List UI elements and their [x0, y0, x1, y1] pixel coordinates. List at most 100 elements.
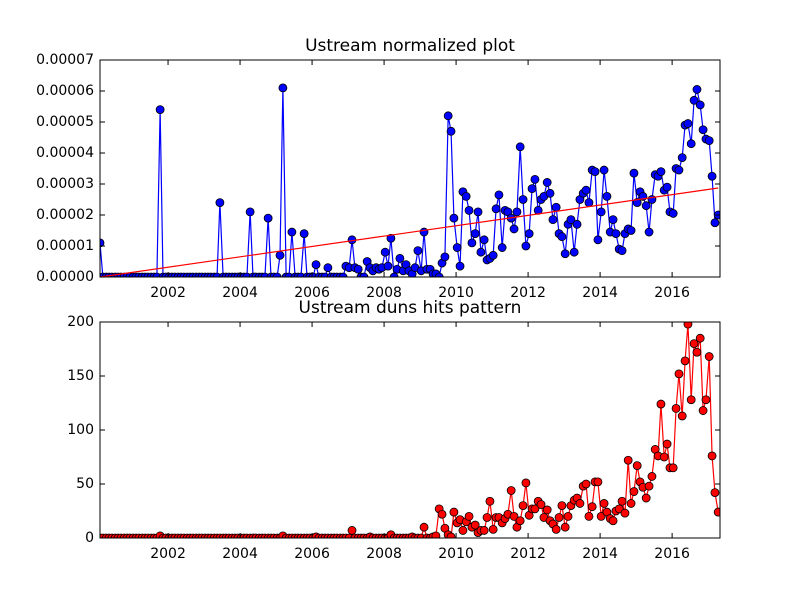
x-tick-label: 2006 — [294, 285, 330, 301]
point — [473, 207, 483, 217]
point — [509, 224, 519, 234]
point — [458, 526, 468, 535]
point — [707, 171, 717, 181]
point — [644, 227, 654, 237]
point — [551, 202, 561, 212]
point — [380, 247, 390, 257]
point — [689, 339, 699, 349]
x-tick-label: 2014 — [582, 285, 618, 301]
point — [494, 190, 504, 200]
point — [512, 207, 522, 217]
point — [692, 85, 702, 94]
point — [464, 512, 474, 521]
y-tick-label: 0.00002 — [36, 207, 94, 223]
y-tick-label: 50 — [76, 476, 94, 492]
point — [446, 126, 456, 136]
plot-area — [100, 83, 720, 277]
x-tick-label: 2008 — [366, 546, 402, 562]
point — [698, 125, 708, 135]
point — [587, 502, 597, 512]
point — [608, 516, 618, 526]
point — [419, 522, 429, 532]
point — [662, 182, 672, 192]
point — [632, 461, 642, 471]
x-tick-label: 2002 — [150, 285, 186, 301]
point — [353, 264, 363, 274]
point — [446, 532, 456, 538]
point — [554, 513, 564, 522]
y-tick-label: 0 — [85, 530, 94, 546]
point — [713, 507, 720, 517]
point — [629, 487, 639, 496]
point — [521, 241, 531, 251]
point — [470, 520, 480, 530]
point — [383, 261, 393, 271]
point — [581, 185, 591, 195]
point — [542, 505, 552, 515]
point — [155, 105, 165, 114]
point — [566, 215, 576, 225]
chart-title: Ustream duns hits pattern — [299, 298, 522, 318]
point — [479, 235, 489, 245]
point — [593, 477, 603, 487]
point — [584, 198, 594, 208]
point — [641, 493, 651, 503]
point — [581, 479, 591, 489]
y-tick-label: 150 — [67, 368, 94, 384]
point — [509, 512, 519, 521]
point — [449, 507, 459, 517]
point — [686, 139, 696, 149]
axes-frame — [99, 59, 721, 278]
point — [689, 95, 699, 105]
point — [677, 153, 687, 163]
x-tick-label: 2002 — [150, 546, 186, 562]
point — [440, 252, 450, 262]
point — [491, 204, 501, 214]
point — [464, 205, 474, 215]
y-tick-label: 100 — [67, 422, 94, 438]
point — [608, 215, 618, 225]
point — [704, 352, 714, 361]
point — [515, 142, 525, 152]
point — [707, 451, 717, 461]
point — [710, 488, 720, 498]
point — [695, 100, 705, 110]
point — [455, 261, 465, 271]
y-tick-label: 0.00000 — [36, 269, 94, 285]
point — [656, 167, 666, 177]
y-tick-label: 0.00004 — [36, 145, 94, 161]
y-tick-label: 0.00007 — [36, 52, 94, 68]
point — [602, 191, 612, 201]
y-tick-label: 0.00006 — [36, 83, 94, 99]
x-tick-label: 2004 — [222, 285, 258, 301]
point — [395, 253, 405, 263]
point — [572, 219, 582, 229]
point — [299, 229, 309, 239]
y-tick-label: 0.00005 — [36, 114, 94, 130]
point — [629, 168, 639, 178]
point — [614, 504, 624, 514]
point — [419, 227, 429, 237]
point — [683, 119, 693, 128]
x-tick-label: 2012 — [510, 546, 546, 562]
point — [671, 403, 681, 413]
point — [647, 472, 657, 481]
point — [386, 233, 396, 243]
point — [497, 243, 507, 252]
x-tick-label: 2016 — [654, 285, 690, 301]
point — [275, 250, 285, 260]
point — [644, 481, 654, 491]
point — [527, 184, 537, 194]
point — [560, 249, 570, 259]
point — [563, 512, 573, 521]
point — [452, 243, 462, 252]
point — [431, 531, 441, 538]
point — [617, 246, 627, 256]
point — [461, 191, 471, 201]
point — [596, 207, 606, 217]
point — [347, 526, 357, 535]
point — [659, 452, 669, 462]
x-tick-label: 2012 — [510, 285, 546, 301]
